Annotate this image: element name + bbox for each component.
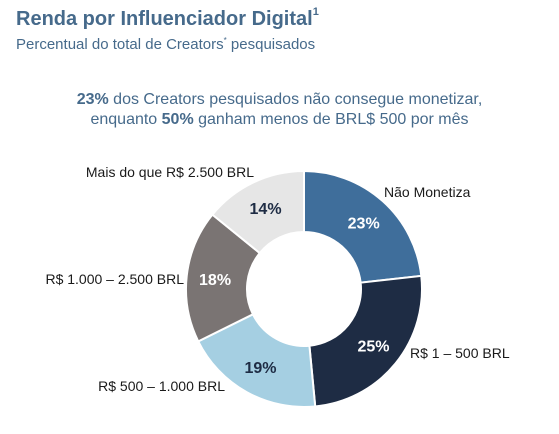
slice-mais-2500 (211, 169, 305, 255)
slice-r1-500 (308, 274, 423, 408)
slice-nao-monetiza (303, 169, 423, 284)
chart-title-text: Renda por Influenciador Digital (16, 8, 313, 30)
category-label-r1-500: R$ 1 – 500 BRL (410, 345, 510, 361)
chart-subtitle-suffix: pesquisados (226, 36, 316, 53)
data-label-nao-monetiza: 23% (348, 215, 380, 232)
chart-title-footnote: 1 (312, 6, 319, 19)
headline-highlight-50: 50% (161, 111, 194, 128)
headline-line-2-post: ganham menos de BRL$ 500 por mês (193, 111, 469, 128)
data-label-r1000-2500: 18% (199, 272, 231, 289)
headline-line-1-text: dos Creators pesquisados não consegue mo… (108, 91, 483, 108)
headline-line-2: enquanto 50% ganham menos de BRL$ 500 po… (0, 110, 559, 130)
category-label-nao-monetiza: Não Monetiza (384, 184, 471, 200)
headline-line-1: 23% dos Creators pesquisados não consegu… (0, 90, 559, 110)
headline-text: 23% dos Creators pesquisados não consegu… (0, 90, 559, 130)
headline-highlight-23: 23% (76, 91, 109, 108)
chart-subtitle-text: Percentual do total de Creators (16, 36, 224, 53)
category-label-r1000-2500: R$ 1.000 – 2.500 BRL (45, 271, 184, 287)
category-label-mais-2500: Mais do que R$ 2.500 BRL (86, 164, 254, 180)
category-label-r500-1000: R$ 500 – 1.000 BRL (98, 378, 225, 394)
data-label-r1-500: 25% (357, 338, 389, 355)
data-label-mais-2500: 14% (250, 201, 282, 218)
slice-r500-1000 (196, 312, 317, 408)
chart-title: Renda por Influenciador Digital1 (16, 6, 319, 31)
chart-subtitle-footnote: * (223, 36, 227, 45)
chart-subtitle: Percentual do total de Creators* pesquis… (16, 36, 315, 53)
data-label-r500-1000: 19% (244, 360, 276, 377)
headline-line-2-pre: enquanto (90, 111, 162, 128)
